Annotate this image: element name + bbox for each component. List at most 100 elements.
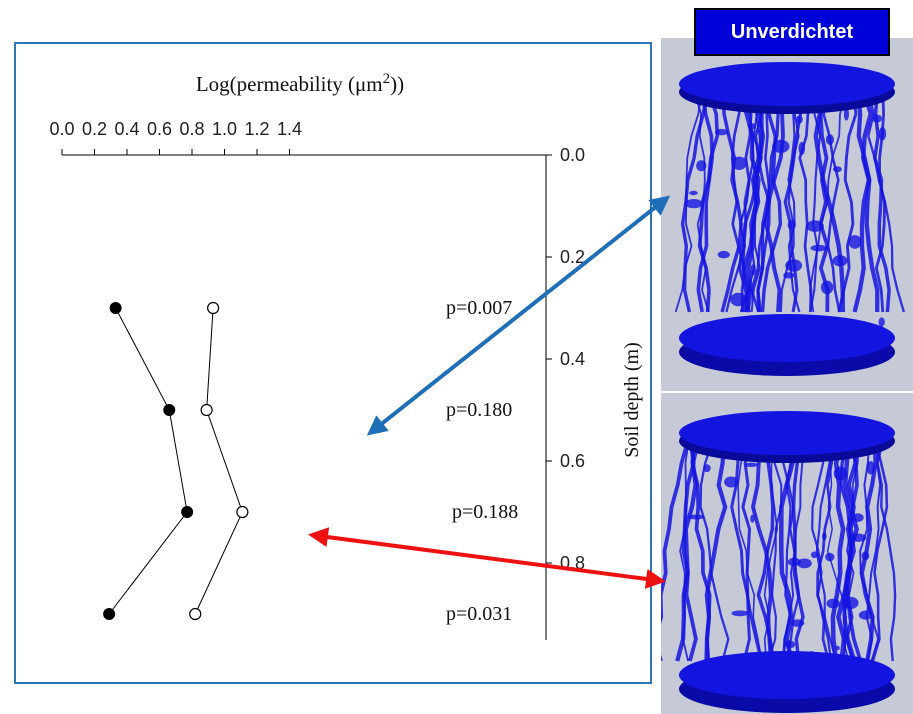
pore-blob [790,619,805,627]
pore-blob [858,610,873,620]
pore-blob [750,264,756,276]
data-point-filled [163,404,176,416]
pore-blob [689,190,698,196]
root-channel [767,442,783,662]
pore-blob [878,127,887,141]
x-tick-label: 1.0 [212,119,237,139]
pore-blob [833,466,847,481]
pore-blob [822,532,827,541]
pore-blob [842,596,859,610]
root-channel [720,93,743,313]
sample-top-disc [679,62,895,106]
series-line-open [194,307,243,615]
root-channel [798,93,813,313]
data-point-filled [103,608,116,620]
pore-blob [820,280,834,295]
root-channel [811,442,833,662]
root-channel [824,442,850,662]
x-tick-label: 0.6 [147,119,172,139]
x-axis-title: Log(permeability (μm2)) [196,71,404,96]
y-axis-title: Soil depth (m) [621,342,643,458]
p-value-annotation: p=0.180 [446,399,512,421]
sample-base-disc [679,651,895,699]
pore-blob [872,114,882,123]
root-channel [809,93,847,313]
root-channel [822,93,841,313]
pore-network-scan-top [674,62,906,376]
ct-scan-panel-top [661,38,913,391]
x-tick-label: 1.2 [244,119,269,139]
data-point-open [236,505,249,519]
pore-blob [731,156,747,170]
data-point-open [189,607,202,621]
data-point-filled [181,506,194,518]
pore-blob [861,551,870,561]
pore-blob [785,259,803,272]
root-channel [730,442,763,662]
root-channel [737,442,763,662]
x-tick-label: 0.0 [49,119,74,139]
pore-blob [730,292,747,307]
root-channel [852,93,873,313]
root-channel [760,93,783,313]
y-tick-label: 0.4 [560,349,585,369]
root-channel [876,442,897,662]
pore-blob [784,640,796,649]
root-channel [837,93,858,313]
root-channel [704,442,728,662]
root-channel [696,93,715,313]
pore-blob [848,235,862,249]
data-point-filled [109,302,122,314]
root-channel [779,442,795,662]
pore-blob [717,250,730,259]
pore-blob [866,461,876,475]
root-channel [750,93,762,313]
pore-blob [783,272,795,279]
root-channel [756,442,776,662]
unverdichtet-badge: Unverdichtet [694,8,890,56]
root-channel [681,442,698,662]
pore-blob [810,551,819,559]
pore-blob [832,255,848,267]
root-channel [816,93,830,313]
y-tick-label: 0.6 [560,451,585,471]
pore-blob [851,513,864,522]
pore-blob [850,533,867,542]
pore-blob [744,462,758,467]
pore-blob [787,220,796,230]
x-tick-label: 0.8 [179,119,204,139]
pore-blob [833,166,842,173]
root-channel [741,442,754,662]
x-axis-title-main: Log(permeability (μm [196,72,383,96]
ct-scan-panel-bottom [661,393,913,714]
badge-label: Unverdichtet [730,20,854,43]
data-point-open [200,403,213,417]
root-channel [699,442,730,662]
pore-blob [835,645,840,651]
x-axis-title-sup: 2 [383,71,391,87]
root-channel [859,442,878,662]
root-channel [867,93,906,313]
x-tick-label: 0.2 [82,119,107,139]
y-tick-label: 0.8 [560,553,585,573]
pore-blob [684,199,703,209]
x-tick-label: 1.4 [277,119,302,139]
pore-blob [796,115,803,124]
pore-blob [797,558,812,569]
pore-blob [825,552,835,562]
pore-blob [731,610,749,617]
pore-blob [878,317,885,327]
root-channel [873,93,891,313]
root-channel [815,442,838,662]
pore-network-scan-bottom [661,411,897,713]
root-channel [697,93,720,313]
pore-blob [715,128,728,136]
x-axis-title-tail: )) [390,72,404,96]
root-channel [737,93,767,313]
y-tick-label: 0.2 [560,247,585,267]
pore-blob [703,464,711,473]
pore-blob [805,220,824,232]
p-value-annotation: p=0.007 [446,297,512,319]
p-value-annotation: p=0.188 [452,501,518,523]
pore-blob [772,139,790,153]
